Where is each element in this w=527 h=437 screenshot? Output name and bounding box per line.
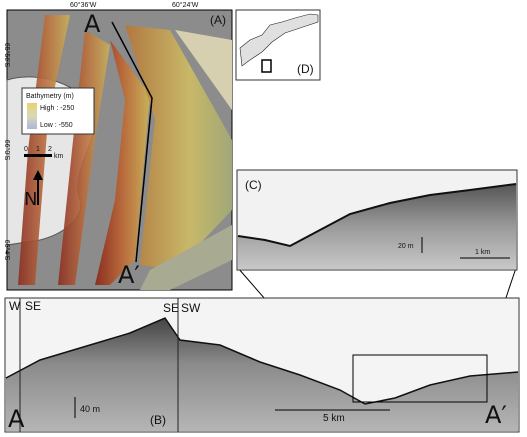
lon-label: 60°36'W xyxy=(70,1,97,9)
direction-label: W xyxy=(9,299,21,313)
north-label: N xyxy=(24,189,37,210)
profile-end: A′ xyxy=(485,401,507,429)
seafloor xyxy=(237,183,517,248)
swath xyxy=(18,15,70,285)
zoom-box xyxy=(352,354,488,403)
direction-label: SW xyxy=(181,301,201,315)
panel-a: 60°36'W 60°24'W 65°56'S 66°0'S 66°4'S A … xyxy=(3,1,233,291)
panel-c: (C) 20 m 1 km xyxy=(236,169,518,271)
panel-label: (B) xyxy=(150,413,166,427)
direction-label: SE xyxy=(25,299,41,313)
scale-tick: 2 xyxy=(48,146,52,153)
swath xyxy=(58,30,110,285)
swath xyxy=(175,30,232,110)
direction-label: SE xyxy=(163,301,179,315)
panel-label: (A) xyxy=(210,13,226,27)
north-arrow-head xyxy=(33,170,43,180)
swath xyxy=(95,40,150,285)
inset-coast xyxy=(239,13,319,67)
panel-label: (D) xyxy=(297,62,314,76)
profile-line xyxy=(111,21,153,263)
lat-label: 66°0'S xyxy=(3,140,11,161)
lat-label: 66°4'S xyxy=(3,240,11,261)
v-scale-label: 40 m xyxy=(80,404,100,414)
swath xyxy=(125,25,232,270)
sub-bottom xyxy=(238,184,516,269)
legend-title: Bathymetry (m) xyxy=(26,93,74,100)
scale-tick: 1 xyxy=(36,146,40,153)
h-scale-label: 5 km xyxy=(323,413,345,424)
profile-end: A′ xyxy=(118,261,140,289)
inset-box xyxy=(261,59,272,73)
lon-label: 60°24'W xyxy=(172,1,199,9)
panel-d: (D) xyxy=(235,9,321,81)
swath xyxy=(140,225,232,290)
seafloor xyxy=(5,317,519,405)
sub-bottom xyxy=(6,318,518,431)
panel-label: (C) xyxy=(245,178,262,192)
legend-high: High : -250 xyxy=(40,105,74,112)
h-scale-label: 1 km xyxy=(475,249,490,256)
lat-label: 65°56'S xyxy=(3,43,11,68)
legend-low: Low : -550 xyxy=(40,122,73,129)
profile-start: A xyxy=(8,405,25,433)
scale-tick: 0 xyxy=(24,146,28,153)
profile-start: A xyxy=(84,10,101,38)
v-scale-label: 20 m xyxy=(398,243,414,250)
scale-unit: km xyxy=(54,153,64,160)
scale-bar xyxy=(24,154,52,157)
panel-b: W SE SE SW (B) 40 m 5 km A A′ xyxy=(4,297,520,433)
legend-ramp xyxy=(27,103,37,129)
